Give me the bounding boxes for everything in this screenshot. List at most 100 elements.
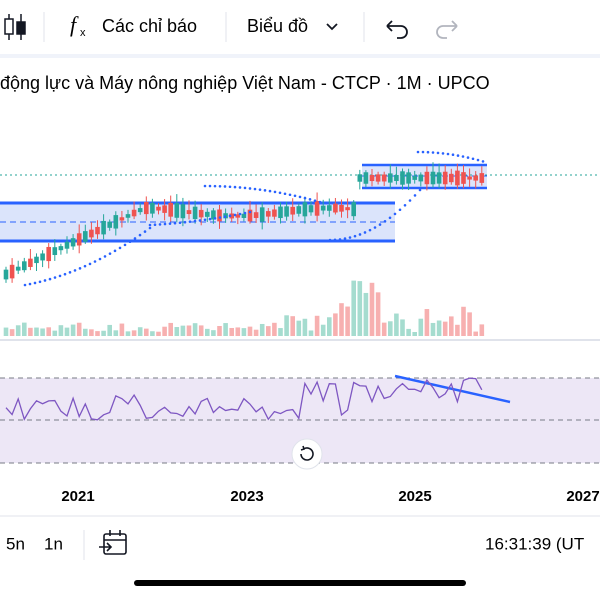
candle-body [449,173,454,183]
candle-body [284,206,289,217]
sar-dot [228,214,232,218]
sar-dot [461,155,465,158]
sar-dot [78,267,82,270]
sar-dot [283,192,287,196]
sar-dot [168,222,172,225]
candle-body [308,205,314,213]
sar-dot [436,151,440,155]
sar-dot [133,237,137,240]
reset-button[interactable] [291,438,323,470]
fx-icon[interactable]: f [70,12,79,37]
reset-icon [300,445,314,461]
candle-body [400,171,405,185]
volume-bar [333,313,338,336]
volume-bar [101,330,106,336]
candle-body [137,208,143,213]
volume-bar [467,312,472,336]
volume-bar [381,322,387,336]
candle-body [302,202,308,217]
candle-body [101,220,106,235]
volume-bar [119,323,125,336]
sar-dot [188,220,192,223]
volume-bar [479,324,485,336]
sar-dot [83,264,87,268]
sar-dot [153,223,157,227]
candle-body [333,203,338,213]
sar-dot [408,199,412,202]
candle-body [162,205,167,213]
sar-dot [426,150,430,154]
candle-body [156,206,161,211]
volume-bar [290,316,295,336]
range-button[interactable]: 5n [6,534,25,553]
volume-bar [314,315,320,336]
sar-dot [248,187,252,190]
indicators-button[interactable]: Các chỉ báo [102,16,197,36]
sar-dot [243,186,247,190]
volume-bar [436,320,442,336]
sar-dot [288,193,292,197]
volume-bar [357,281,363,336]
sar-dot [138,233,142,237]
candle-body [15,266,21,271]
sar-dot [208,217,212,221]
candle-body [369,174,375,182]
volume-bar [442,321,448,336]
candle-body [296,206,302,214]
volume-bar [198,325,204,336]
volume-bar [272,322,277,336]
volume-bar [95,331,100,336]
volume-bar [363,292,369,336]
sar-dot [148,226,152,230]
sar-dot [418,188,422,192]
candle-body [375,174,381,182]
candle-body [442,171,448,185]
candle-body [119,217,125,221]
candle-body [76,233,82,246]
sar-dot [163,222,167,226]
candle-body [22,261,27,271]
sar-dot [73,269,77,272]
sar-dot [103,255,107,258]
candle-icon[interactable] [4,14,26,40]
candle-body [266,211,271,217]
sar-dot [123,243,127,247]
undo-button[interactable] [386,20,408,39]
sar-dot [348,236,352,239]
candle-body [211,210,216,220]
volume-bar [52,330,58,336]
volume-bar [180,325,186,336]
sar-dot [273,190,277,194]
sar-dot [243,211,247,215]
sar-dot [218,184,222,188]
volume-bar [76,322,82,336]
volume-bar [89,329,94,336]
candle-body [339,204,344,212]
candle-body [70,238,76,247]
goto-date-button[interactable] [99,530,127,555]
sar-dot [113,249,117,253]
redo-button[interactable] [436,20,458,39]
sar-dot [233,185,237,189]
sar-dot [23,283,27,287]
candle-body [52,247,58,256]
sar-dot [88,262,92,266]
sar-dot [148,223,152,227]
sar-dot [338,238,342,241]
sar-dot [203,218,207,222]
volume-bar [70,324,76,336]
sar-dot [68,271,72,274]
sar-dot [263,189,267,192]
sar-dot [403,203,407,207]
volume-bar [259,323,265,336]
chart-type-button[interactable]: Biểu đồ [247,16,308,36]
sar-dot [58,274,62,278]
candle-body [174,203,180,218]
candle-body [150,202,155,214]
x-label: 2025 [398,488,431,505]
sar-dot [413,194,417,197]
sar-dot [238,212,242,216]
volume-bar [418,318,424,336]
range-button[interactable]: 1n [44,534,63,553]
sar-dot [198,219,202,222]
